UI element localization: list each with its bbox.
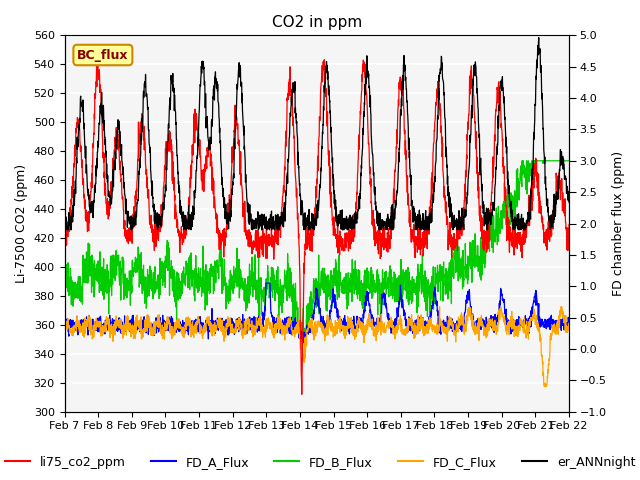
Y-axis label: Li-7500 CO2 (ppm): Li-7500 CO2 (ppm) <box>15 164 28 283</box>
Text: BC_flux: BC_flux <box>77 48 129 61</box>
Title: CO2 in ppm: CO2 in ppm <box>271 15 362 30</box>
Y-axis label: FD chamber flux (ppm): FD chamber flux (ppm) <box>612 151 625 296</box>
Legend: li75_co2_ppm, FD_A_Flux, FD_B_Flux, FD_C_Flux, er_ANNnight: li75_co2_ppm, FD_A_Flux, FD_B_Flux, FD_C… <box>0 451 640 474</box>
